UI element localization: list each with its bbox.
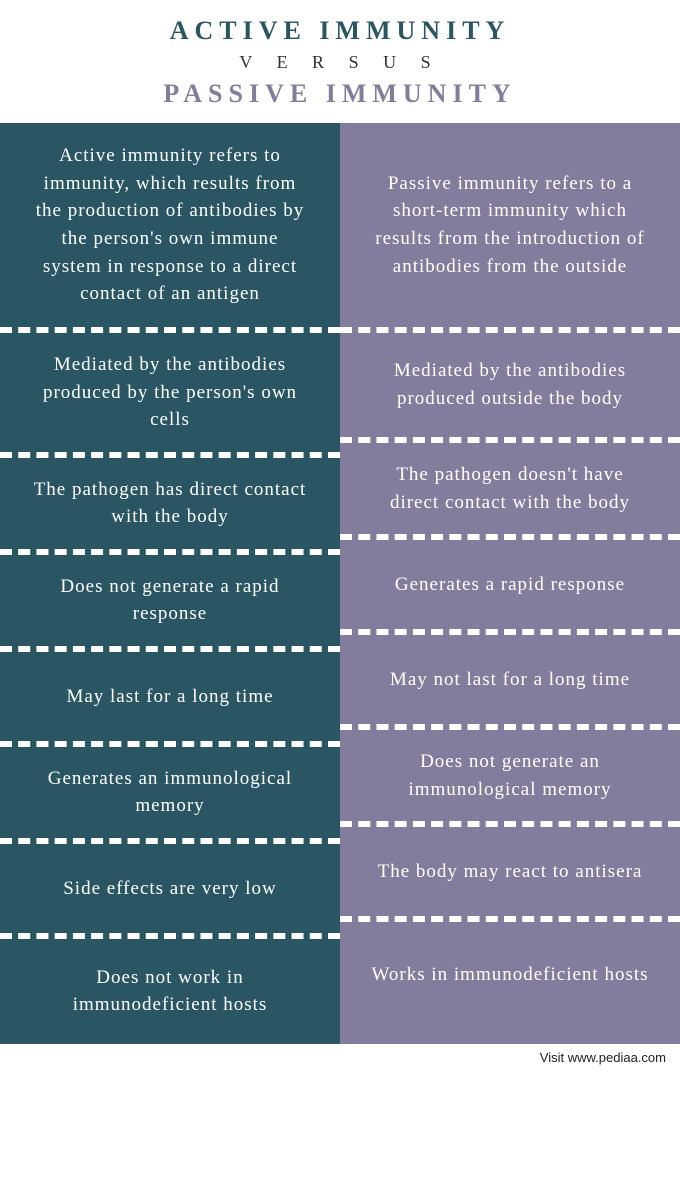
- comparison-infographic: ACTIVE IMMUNITY V E R S U S PASSIVE IMMU…: [0, 0, 680, 1077]
- left-column: Active immunity refers to immunity, whic…: [0, 123, 340, 1044]
- left-cell: Does not generate a rapid response: [0, 555, 340, 652]
- right-cell: The body may react to antisera: [340, 827, 680, 922]
- comparison-columns: Active immunity refers to immunity, whic…: [0, 123, 680, 1044]
- right-cell: Generates a rapid response: [340, 540, 680, 635]
- title-left: ACTIVE IMMUNITY: [0, 16, 680, 46]
- right-cell: Mediated by the antibodies produced outs…: [340, 333, 680, 443]
- left-cell: May last for a long time: [0, 652, 340, 747]
- right-column: Passive immunity refers to a short-term …: [340, 123, 680, 1044]
- header: ACTIVE IMMUNITY V E R S U S PASSIVE IMMU…: [0, 0, 680, 123]
- left-cell: The pathogen has direct contact with the…: [0, 458, 340, 555]
- left-cell: Mediated by the antibodies produced by t…: [0, 333, 340, 458]
- left-cell: Side effects are very low: [0, 844, 340, 939]
- right-cell: May not last for a long time: [340, 635, 680, 730]
- versus-label: V E R S U S: [0, 52, 680, 73]
- right-cell: The pathogen doesn't have direct contact…: [340, 443, 680, 540]
- left-cell: Generates an immunological memory: [0, 747, 340, 844]
- right-cell: Does not generate an immunological memor…: [340, 730, 680, 827]
- footer-credit: Visit www.pediaa.com: [0, 1044, 680, 1077]
- title-right: PASSIVE IMMUNITY: [0, 79, 680, 109]
- left-cell: Does not work in immunodeficient hosts: [0, 939, 340, 1044]
- right-cell: Passive immunity refers to a short-term …: [340, 123, 680, 333]
- right-cell: Works in immunodeficient hosts: [340, 922, 680, 1027]
- left-cell: Active immunity refers to immunity, whic…: [0, 123, 340, 333]
